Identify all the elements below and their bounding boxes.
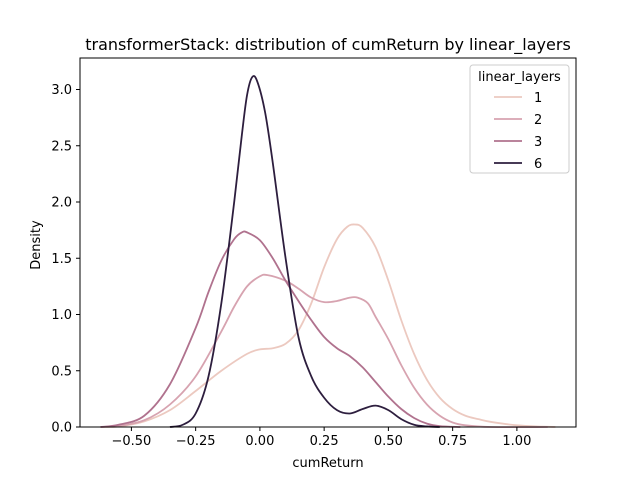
series-line-2	[100, 273, 548, 429]
x-tick-label: −0.25	[176, 434, 216, 449]
x-tick-label: 1.00	[502, 434, 531, 449]
legend-label-2: 2	[534, 113, 542, 128]
x-tick-label: 0.00	[245, 434, 274, 449]
x-tick-label: 0.25	[310, 434, 339, 449]
legend-label-3: 3	[534, 135, 542, 150]
y-tick-label: 1.0	[51, 308, 72, 323]
y-tick-label: 2.5	[51, 139, 72, 154]
series-line-3	[100, 230, 461, 428]
legend-label-1: 1	[534, 91, 542, 106]
chart-title: transformerStack: distribution of cumRet…	[85, 35, 571, 55]
plot-area	[79, 57, 577, 429]
y-tick-label: 2.0	[51, 196, 72, 211]
legend-title: linear_layers	[478, 70, 561, 85]
x-tick-label: −0.50	[111, 434, 151, 449]
series-line-1	[100, 223, 556, 428]
y-tick-label: 0.0	[51, 421, 72, 436]
y-tick-label: 0.5	[51, 364, 72, 379]
y-tick-label: 1.5	[51, 252, 72, 267]
y-axis-label: Density	[29, 220, 44, 270]
x-axis: −0.50 −0.25 0.00 0.25 0.50 0.75 1.00	[111, 427, 531, 449]
y-tick-label: 3.0	[51, 83, 72, 98]
x-tick-label: 0.50	[374, 434, 403, 449]
legend: linear_layers 1 2 3 6	[469, 64, 570, 174]
plot-frame	[79, 57, 577, 428]
legend-label-6: 6	[534, 157, 542, 172]
x-tick-label: 0.75	[438, 434, 467, 449]
x-axis-label: cumReturn	[292, 456, 363, 471]
y-axis: 0.0 0.5 1.0 1.5 2.0 2.5 3.0	[51, 83, 80, 436]
series-line-6	[169, 75, 440, 428]
